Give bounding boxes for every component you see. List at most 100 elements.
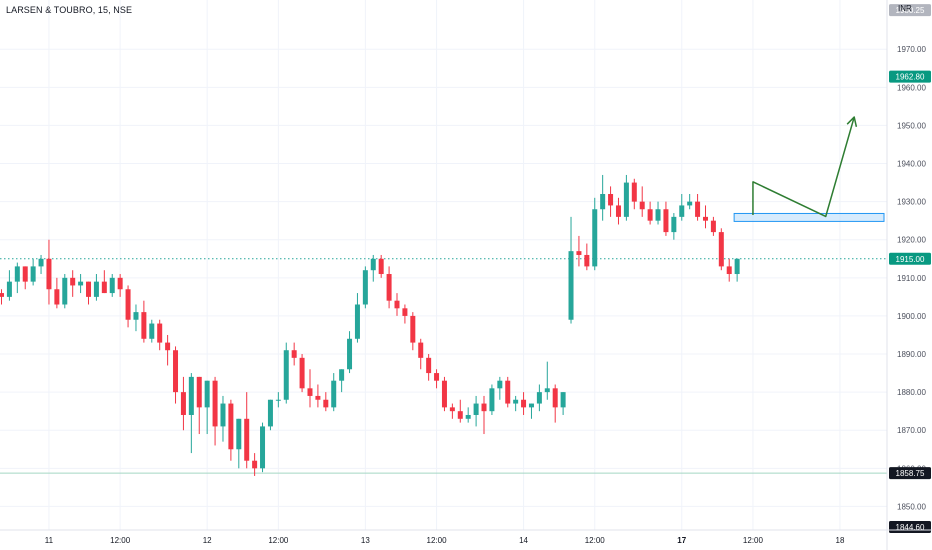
x-tick-label: 11 — [45, 536, 54, 545]
candle-body — [267, 399, 273, 427]
candle — [0, 289, 4, 305]
time-axis[interactable]: 11 12:00 12 12:00 13 12:00 14 12:00 17 12:00 18 — [0, 529, 932, 545]
y-tick-label: 1970.00 — [897, 45, 926, 54]
candle-body — [14, 266, 20, 282]
candle-body — [283, 350, 289, 400]
candle — [38, 254, 44, 275]
candle — [734, 258, 740, 282]
candle — [157, 319, 163, 351]
candle-body — [615, 205, 621, 217]
candle — [718, 228, 724, 271]
candle-body — [457, 411, 463, 419]
candle — [521, 392, 527, 415]
candle — [196, 376, 202, 435]
candle-body — [315, 395, 321, 400]
candle — [473, 395, 479, 427]
candle — [441, 376, 447, 412]
candle-body — [157, 323, 163, 343]
candle-body — [687, 201, 693, 206]
candle-body — [196, 376, 202, 408]
y-tick-label: 1890.00 — [897, 350, 926, 359]
candle — [576, 235, 582, 267]
projection-arrow[interactable] — [752, 116, 858, 218]
candle — [410, 312, 416, 351]
x-tick-label: 12:00 — [110, 536, 131, 545]
candle — [702, 205, 708, 229]
candle — [283, 342, 289, 404]
candle-body — [331, 380, 337, 408]
support-zone-box[interactable] — [733, 212, 885, 222]
candle-body — [236, 418, 242, 450]
zone-rect — [733, 212, 885, 222]
candle — [552, 384, 558, 423]
candle — [6, 270, 12, 301]
candle-body — [671, 216, 677, 233]
candle — [457, 399, 463, 423]
candle-body — [86, 281, 92, 297]
candle-body — [62, 277, 68, 305]
x-tick-label: 14 — [519, 536, 528, 545]
candle-body — [449, 407, 455, 412]
candle-body — [631, 182, 637, 202]
candle-body — [133, 312, 139, 320]
candle — [481, 395, 487, 435]
price-axis[interactable]: 1850.001860.001870.001880.001890.001900.… — [886, 0, 931, 550]
candle — [426, 354, 432, 381]
price-label-text: 1858.75 — [896, 469, 925, 478]
candle-body — [465, 414, 471, 419]
candle — [291, 342, 297, 366]
candle — [299, 354, 305, 393]
candle-body — [339, 369, 345, 381]
candle-body — [426, 357, 432, 374]
candle — [125, 285, 131, 328]
candle-body — [173, 350, 179, 393]
candle — [647, 201, 653, 225]
candle — [710, 216, 716, 236]
y-tick-label: 1870.00 — [897, 426, 926, 435]
candle — [14, 262, 20, 294]
candle-body — [252, 460, 258, 469]
candle-body — [125, 289, 131, 320]
candle-body — [695, 201, 701, 217]
candle-body — [46, 258, 52, 290]
candle-body — [623, 182, 629, 217]
price-label-text: 1962.80 — [896, 73, 925, 82]
x-tick-label: 12:00 — [743, 536, 764, 545]
candle-body — [497, 380, 503, 389]
candle — [370, 254, 376, 282]
candle — [600, 174, 606, 221]
candle-body — [22, 266, 28, 282]
candle-body — [536, 392, 542, 404]
candle-body — [639, 201, 645, 210]
candle-body — [323, 399, 329, 408]
y-tick-label: 1850.00 — [897, 502, 926, 511]
candle-body — [655, 209, 661, 221]
candle-body — [528, 403, 534, 408]
candle — [236, 418, 242, 469]
projection-path — [752, 116, 855, 218]
candle-body — [93, 281, 99, 297]
candle — [86, 281, 92, 305]
candle — [252, 453, 258, 476]
candle — [687, 194, 693, 210]
candle — [117, 274, 123, 297]
candlestick-series — [0, 174, 740, 476]
candle-body — [394, 300, 400, 309]
candle-body — [347, 338, 353, 370]
price-label-text: 1915.00 — [896, 255, 925, 264]
candle — [70, 270, 76, 297]
candle — [528, 403, 534, 419]
candle-body — [505, 380, 511, 404]
candle — [386, 266, 392, 309]
candle — [204, 380, 210, 435]
candle — [46, 239, 52, 305]
price-label-bg — [889, 252, 931, 265]
candle-body — [584, 254, 590, 267]
candle-body — [370, 258, 376, 271]
candle-body — [718, 232, 724, 267]
candle — [418, 338, 424, 370]
candle — [584, 243, 590, 271]
candle-body — [434, 373, 440, 381]
candle-body — [378, 258, 384, 275]
